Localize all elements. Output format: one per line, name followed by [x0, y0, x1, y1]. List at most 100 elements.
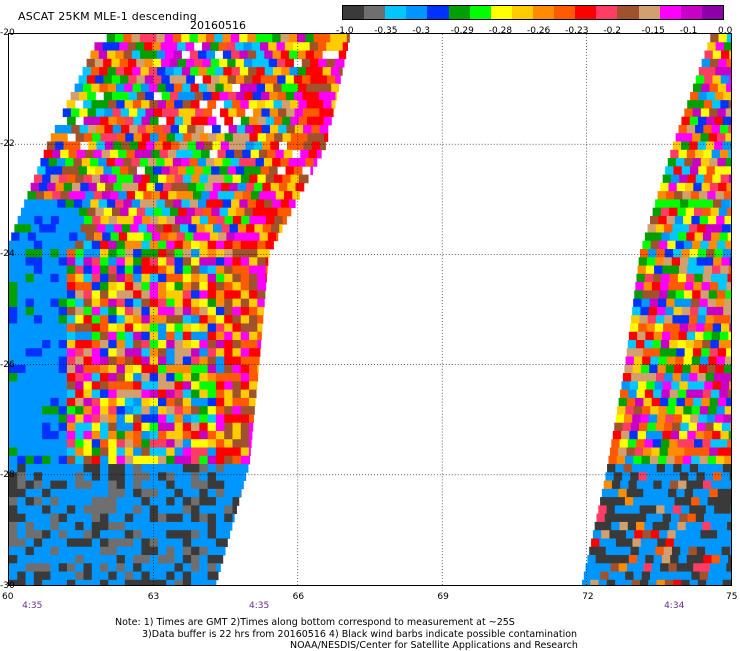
wind-cell [711, 439, 720, 448]
wind-cell [199, 497, 208, 506]
wind-cell [50, 447, 59, 456]
wind-cell [17, 538, 26, 547]
wind-cell [270, 125, 279, 134]
wind-cell [679, 431, 688, 440]
wind-cell [26, 381, 35, 390]
wind-cell [651, 241, 660, 250]
wind-cell [131, 158, 140, 167]
wind-cell [120, 166, 129, 175]
wind-cell [133, 505, 142, 514]
wind-cell [148, 199, 157, 208]
wind-cell [241, 481, 244, 490]
wind-cell [609, 530, 618, 539]
wind-cell [199, 538, 208, 547]
wind-cell [285, 59, 294, 68]
wind-cell [623, 580, 632, 586]
wind-cell [715, 365, 724, 374]
wind-cell [224, 332, 233, 341]
wind-cell [666, 191, 675, 200]
wind-cell [698, 580, 707, 586]
wind-cell [42, 323, 51, 332]
wind-cell [682, 414, 691, 423]
wind-cell [224, 373, 233, 382]
wind-cell [199, 373, 208, 382]
wind-cell [701, 108, 710, 117]
wind-cell [55, 183, 64, 192]
wind-cell [67, 323, 76, 332]
wind-cell [684, 241, 693, 250]
wind-cell [175, 340, 184, 349]
wind-cell [730, 423, 731, 432]
wind-cell [166, 514, 175, 523]
wind-cell [50, 307, 59, 316]
wind-cell [675, 456, 684, 465]
wind-cell [92, 299, 101, 308]
wind-cell [79, 166, 88, 175]
wind-cell [150, 373, 159, 382]
wind-cell [691, 456, 700, 465]
wind-cell [92, 423, 101, 432]
wind-cell [141, 414, 150, 423]
wind-cell [108, 464, 117, 473]
wind-cell [668, 398, 677, 407]
wind-cell [120, 75, 129, 84]
wind-cell [92, 340, 101, 349]
wind-cell [278, 108, 287, 117]
wind-cell [712, 332, 721, 341]
wind-cell [138, 142, 147, 151]
wind-cell [125, 580, 134, 586]
wind-cell [730, 315, 731, 324]
wind-cell [178, 208, 187, 217]
wind-cell [34, 555, 43, 564]
wind-cell [635, 282, 644, 291]
wind-cell [191, 390, 200, 399]
wind-cell [87, 92, 96, 101]
wind-cell [232, 431, 241, 440]
wind-cell [699, 299, 708, 308]
wind-cell [241, 365, 250, 374]
wind-cell [105, 224, 114, 233]
wind-cell [26, 216, 35, 225]
wind-cell [644, 282, 653, 291]
wind-cell [41, 199, 50, 208]
wind-cell [216, 266, 225, 275]
wind-cell [632, 307, 641, 316]
wind-cell [264, 34, 273, 43]
wind-cell [241, 241, 250, 250]
wind-cell [662, 332, 671, 341]
wind-cell [60, 150, 69, 159]
wind-cell [83, 472, 92, 481]
wind-cell [232, 357, 241, 366]
wind-cell [183, 547, 192, 556]
wind-cell [175, 257, 184, 266]
wind-cell [293, 42, 302, 51]
wind-cell [44, 150, 53, 159]
wind-cell [175, 274, 184, 283]
wind-cell [235, 42, 244, 51]
wind-cell [208, 414, 217, 423]
wind-cell [639, 315, 648, 324]
wind-cell [50, 282, 59, 291]
wind-cell [677, 183, 686, 192]
wind-cell [67, 489, 76, 498]
wind-cell [75, 547, 84, 556]
wind-cell [42, 406, 51, 415]
wind-cell [282, 175, 291, 184]
wind-cell [191, 299, 200, 308]
wind-cell [9, 348, 18, 357]
wind-cell [67, 572, 76, 581]
wind-cell [638, 431, 647, 440]
wind-cell [707, 191, 716, 200]
wind-cell [175, 505, 184, 514]
wind-cell [241, 315, 250, 324]
wind-cell [208, 381, 217, 390]
wind-cell [668, 489, 677, 498]
wind-cell [705, 257, 714, 266]
wind-cell [92, 547, 101, 556]
wind-cell [299, 117, 308, 126]
wind-cell [678, 439, 687, 448]
wind-cell [199, 290, 208, 299]
wind-cell [83, 323, 92, 332]
wind-cell [102, 232, 111, 241]
wind-cell [108, 447, 117, 456]
